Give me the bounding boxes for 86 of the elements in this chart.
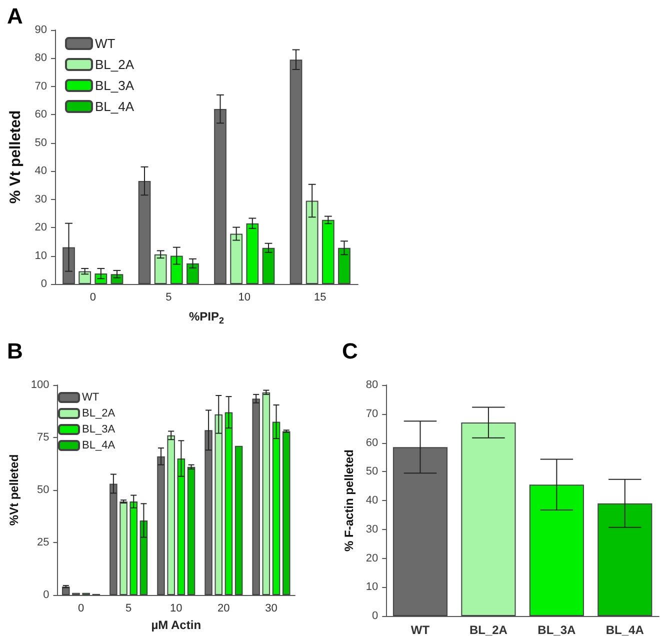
y-tick-label: 70 (34, 80, 47, 92)
x-tick-label: BL_2A (469, 623, 508, 636)
bar (167, 435, 175, 595)
y-tick-label: 60 (366, 436, 378, 449)
y-tick-label: 20 (34, 222, 47, 234)
bar (230, 234, 243, 284)
y-tick-label: 0 (43, 589, 50, 601)
y-tick-label: 60 (34, 108, 47, 121)
x-tick-label: 10 (170, 602, 182, 614)
y-tick-label: 25 (37, 536, 50, 548)
y-tick-label: 80 (366, 379, 378, 391)
bar (272, 422, 280, 595)
y-axis-title: %Vt pelleted (7, 454, 21, 526)
legend-label: BL_3A (95, 78, 134, 93)
y-tick-label: 10 (34, 250, 47, 262)
y-tick-label: 30 (34, 193, 47, 206)
bar (224, 412, 233, 595)
bar (130, 502, 138, 595)
y-tick-label: 20 (366, 552, 378, 564)
y-tick-label: 100 (30, 379, 50, 391)
legend-label: BL_3A (82, 424, 116, 436)
x-tick-label: 5 (126, 602, 132, 614)
bar (338, 248, 350, 284)
x-tick-label: 20 (218, 602, 230, 614)
bar (157, 456, 165, 595)
legend-label: WT (82, 392, 100, 404)
bar (62, 247, 75, 284)
bar (120, 502, 128, 595)
legend-label: BL_2A (95, 57, 134, 72)
legend-label: BL_4A (82, 440, 116, 452)
x-tick-label: BL_3A (538, 623, 576, 636)
bar (234, 446, 243, 595)
chart-title: C (342, 338, 358, 364)
bar (154, 254, 167, 284)
y-tick-label: 0 (372, 610, 378, 622)
x-tick-label: BL_4A (606, 623, 644, 636)
x-tick-label: 5 (166, 292, 172, 304)
x-tick-label: 30 (265, 602, 278, 614)
bar (262, 392, 270, 595)
bar (187, 466, 196, 595)
y-tick-label: 75 (37, 432, 50, 444)
y-axis-title: % Vt pelleted (7, 110, 24, 204)
bar (140, 520, 148, 595)
bar (322, 220, 334, 284)
y-tick-label: 50 (34, 136, 47, 149)
y-tick-label: 0 (40, 278, 47, 290)
bar (392, 447, 448, 616)
y-tick-label: 50 (366, 466, 378, 478)
y-tick-label: 50 (37, 484, 50, 496)
bar (246, 223, 259, 284)
y-axis-title: % F-actin pelleted (342, 449, 356, 552)
legend-label: BL_4A (95, 99, 134, 114)
y-tick-label: 70 (366, 408, 378, 420)
bar (461, 422, 516, 616)
bar (138, 180, 151, 284)
x-tick-label: 0 (90, 292, 96, 304)
chart-title: B (7, 338, 23, 364)
bar (252, 398, 260, 595)
bar (78, 271, 92, 284)
bar (306, 200, 318, 284)
bar (204, 430, 212, 595)
legend-label: WT (95, 36, 116, 51)
bar (598, 503, 652, 616)
x-tick-label: 10 (238, 292, 250, 304)
y-tick-label: 40 (34, 165, 47, 178)
y-tick-label: 30 (366, 523, 378, 536)
x-tick-label: WT (410, 623, 430, 636)
y-tick-label: 40 (366, 494, 378, 506)
bar (290, 60, 302, 284)
y-tick-label: 10 (366, 581, 378, 594)
bar (214, 414, 223, 595)
legend-label: BL_2A (82, 408, 116, 420)
bar (110, 484, 118, 595)
bar (214, 109, 226, 284)
bar (262, 248, 275, 284)
x-axis-title: µM Actin (151, 618, 202, 632)
bar (186, 263, 199, 284)
x-tick-label: 15 (314, 292, 326, 304)
bar (170, 256, 183, 284)
y-tick-label: 80 (34, 52, 47, 64)
x-tick-label: 0 (78, 602, 84, 614)
y-tick-label: 90 (34, 24, 47, 36)
bar (282, 431, 290, 595)
chart-title: A (7, 4, 23, 28)
bar (529, 484, 584, 616)
bar (177, 458, 186, 595)
